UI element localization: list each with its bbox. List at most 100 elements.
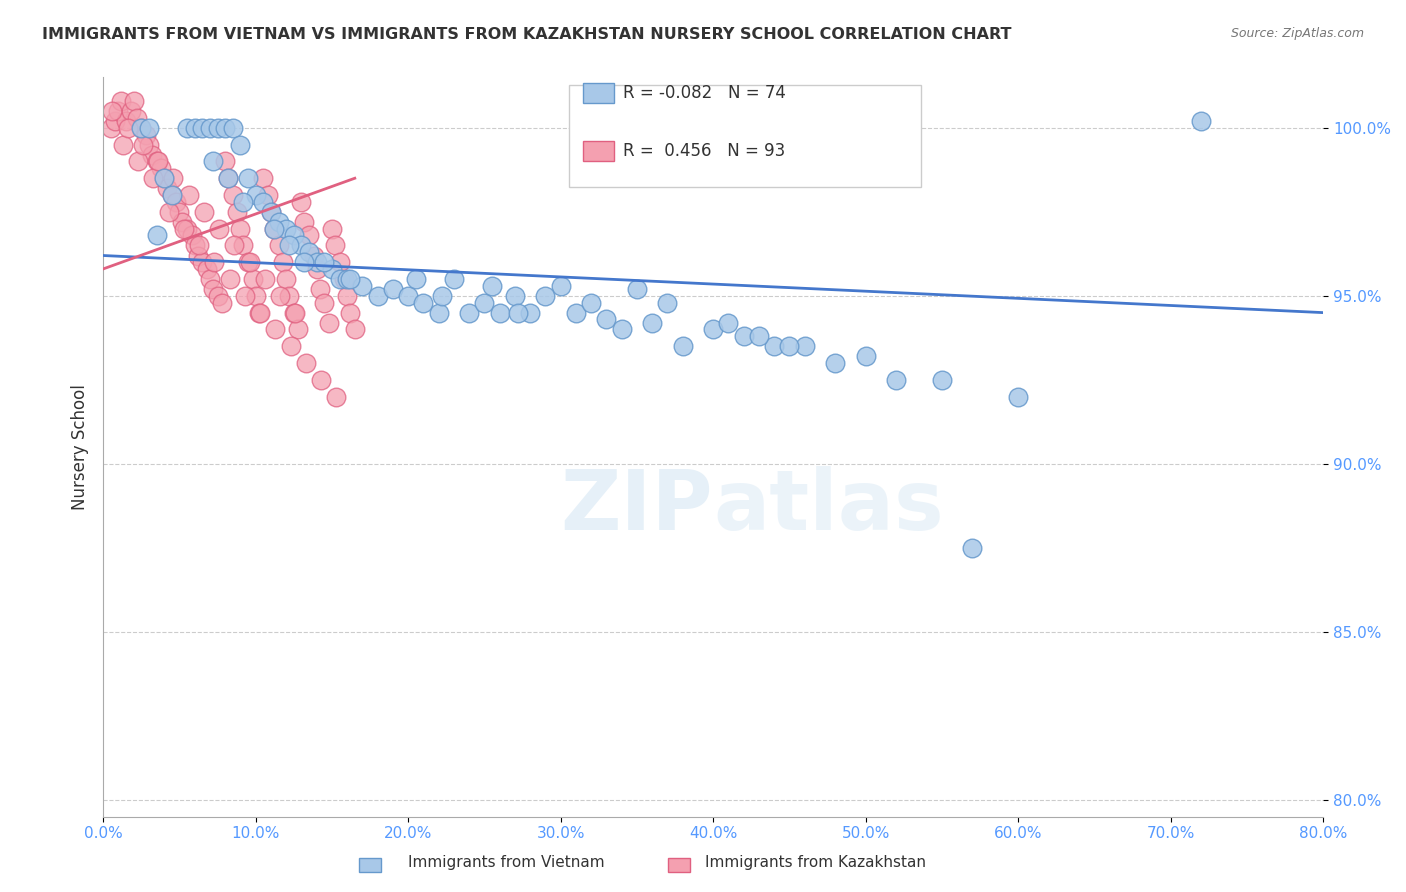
- Point: [339, 305, 361, 319]
- Point: [176, 221, 198, 235]
- Point: [855, 349, 877, 363]
- Point: [733, 329, 755, 343]
- Point: [294, 215, 316, 229]
- Point: [276, 272, 298, 286]
- Point: [142, 171, 165, 186]
- Point: [245, 188, 267, 202]
- Point: [641, 316, 664, 330]
- Point: [188, 238, 211, 252]
- Point: [165, 194, 187, 209]
- Point: [193, 204, 215, 219]
- Point: [198, 120, 221, 135]
- Point: [381, 282, 404, 296]
- Point: [135, 128, 157, 142]
- Point: [717, 316, 740, 330]
- Point: [224, 238, 246, 252]
- Point: [229, 137, 252, 152]
- Point: [302, 248, 325, 262]
- Point: [180, 228, 202, 243]
- Point: [222, 120, 245, 135]
- Point: [232, 194, 254, 209]
- Point: [233, 289, 256, 303]
- Point: [298, 228, 321, 243]
- Point: [195, 262, 218, 277]
- Point: [138, 120, 160, 135]
- Point: [191, 120, 214, 135]
- Text: IMMIGRANTS FROM VIETNAM VS IMMIGRANTS FROM KAZAKHSTAN NURSERY SCHOOL CORRELATION: IMMIGRANTS FROM VIETNAM VS IMMIGRANTS FR…: [42, 27, 1012, 42]
- Point: [157, 204, 180, 219]
- Point: [474, 295, 496, 310]
- Point: [117, 120, 139, 135]
- Point: [263, 221, 285, 235]
- Point: [325, 390, 347, 404]
- Point: [565, 305, 588, 319]
- Point: [211, 295, 233, 310]
- Point: [481, 278, 503, 293]
- Point: [263, 221, 285, 235]
- Point: [626, 282, 648, 296]
- Point: [252, 171, 274, 186]
- Point: [257, 188, 280, 202]
- Point: [156, 181, 179, 195]
- Point: [506, 305, 529, 319]
- Point: [177, 188, 200, 202]
- Point: [153, 171, 176, 186]
- Point: [153, 171, 176, 186]
- Point: [249, 305, 271, 319]
- Point: [763, 339, 786, 353]
- Point: [610, 322, 633, 336]
- Point: [217, 171, 239, 186]
- Point: [321, 221, 343, 235]
- Point: [110, 94, 132, 108]
- Point: [141, 147, 163, 161]
- Point: [260, 204, 283, 219]
- Point: [305, 255, 328, 269]
- Text: atlas: atlas: [713, 466, 943, 547]
- Text: Immigrants from Kazakhstan: Immigrants from Kazakhstan: [704, 855, 927, 870]
- Point: [267, 238, 290, 252]
- Point: [100, 120, 122, 135]
- Point: [247, 305, 270, 319]
- Point: [336, 272, 359, 286]
- Point: [229, 221, 252, 235]
- Point: [172, 215, 194, 229]
- Point: [146, 154, 169, 169]
- Point: [271, 255, 294, 269]
- Point: [252, 194, 274, 209]
- Point: [138, 137, 160, 152]
- Point: [339, 272, 361, 286]
- Point: [276, 221, 298, 235]
- Point: [145, 154, 167, 169]
- Point: [672, 339, 695, 353]
- Text: Source: ZipAtlas.com: Source: ZipAtlas.com: [1230, 27, 1364, 40]
- Point: [214, 120, 236, 135]
- Point: [405, 272, 427, 286]
- Point: [323, 238, 346, 252]
- Point: [931, 373, 953, 387]
- Point: [793, 339, 815, 353]
- Point: [198, 272, 221, 286]
- Point: [264, 322, 287, 336]
- Point: [824, 356, 846, 370]
- Point: [287, 322, 309, 336]
- Point: [748, 329, 770, 343]
- Point: [236, 255, 259, 269]
- Point: [207, 289, 229, 303]
- Point: [284, 305, 307, 319]
- Point: [208, 221, 231, 235]
- Point: [183, 120, 205, 135]
- Point: [343, 322, 366, 336]
- Point: [214, 154, 236, 169]
- Point: [314, 255, 336, 269]
- Point: [280, 339, 302, 353]
- Point: [204, 255, 226, 269]
- Point: [295, 356, 318, 370]
- Point: [238, 255, 260, 269]
- Text: ZIP: ZIP: [561, 466, 713, 547]
- Point: [294, 255, 316, 269]
- Point: [283, 228, 305, 243]
- Point: [125, 111, 148, 125]
- Point: [283, 305, 305, 319]
- Point: [427, 305, 450, 319]
- Point: [367, 289, 389, 303]
